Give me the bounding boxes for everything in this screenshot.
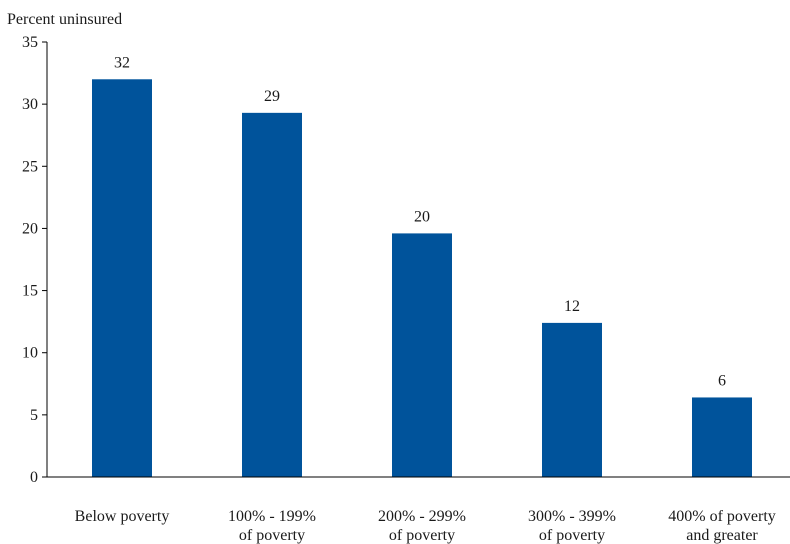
x-tick-label: 100% - 199% of poverty xyxy=(228,508,316,544)
bar xyxy=(692,397,752,477)
y-tick-label: 15 xyxy=(22,283,38,300)
y-axis-label: Percent uninsured xyxy=(7,11,122,28)
data-label: 32 xyxy=(114,54,130,71)
data-label: 20 xyxy=(414,208,430,225)
data-label: 29 xyxy=(264,88,280,105)
y-tick-label: 30 xyxy=(22,96,38,113)
y-tick-label: 35 xyxy=(22,34,38,51)
y-axis: 0 5 10 15 20 25 30 35 xyxy=(22,34,48,486)
y-tick-label: 20 xyxy=(22,220,38,237)
data-labels: 32 29 20 12 6 xyxy=(114,54,726,389)
y-tick-label: 5 xyxy=(30,407,38,424)
x-tick-label: 400% of poverty and greater xyxy=(668,508,776,544)
bars xyxy=(92,79,752,478)
data-label: 6 xyxy=(718,372,726,389)
x-tick-label: 300% - 399% of poverty xyxy=(528,508,616,544)
y-tick-label: 10 xyxy=(22,345,38,362)
x-axis: Below poverty 100% - 199% of poverty 200% -… xyxy=(47,476,790,544)
y-tick-label: 25 xyxy=(22,158,38,175)
data-label: 12 xyxy=(564,298,580,315)
bar xyxy=(392,233,452,477)
bar xyxy=(542,322,602,477)
y-tick-label: 0 xyxy=(30,469,38,486)
bar xyxy=(242,112,302,477)
x-tick-label: 200% - 299% of poverty xyxy=(378,508,466,544)
x-tick-label: Below poverty xyxy=(75,508,170,525)
bar xyxy=(92,79,152,478)
